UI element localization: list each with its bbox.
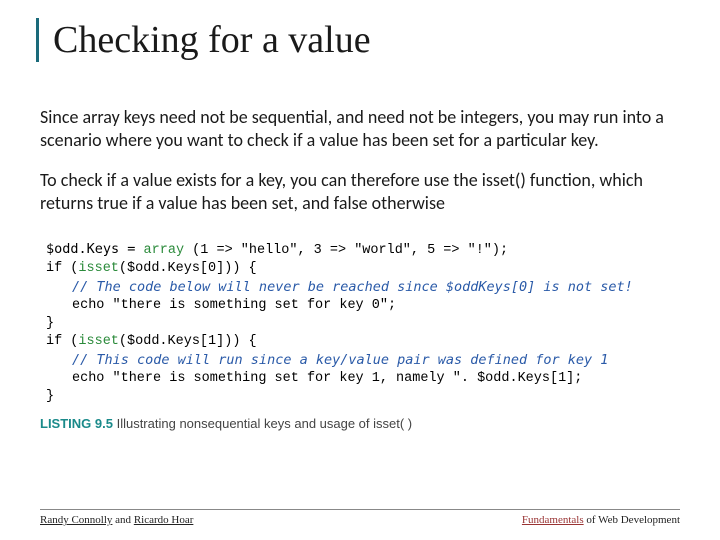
- code-token-keyword: array: [144, 243, 185, 258]
- paragraph-2: To check if a value exists for a key, yo…: [40, 169, 680, 214]
- code-line-5: }: [46, 315, 674, 333]
- code-line-7-comment: // This code will run since a key/value …: [46, 351, 674, 369]
- book-title-b: of Web Development: [584, 514, 680, 526]
- code-line-6: if (isset($odd.Keys[1])) {: [46, 333, 674, 351]
- code-token: $odd.Keys =: [46, 241, 144, 257]
- code-listing: $odd.Keys = array (1 => "hello", 3 => "w…: [40, 232, 680, 410]
- code-token: ($odd.Keys[1])) {: [119, 334, 257, 349]
- code-token: ($odd.Keys[0])) {: [119, 261, 257, 276]
- code-line-9: }: [46, 388, 674, 406]
- code-line-4: echo "there is something set for key 0";: [46, 297, 674, 315]
- author-1: Randy Connolly: [40, 514, 112, 526]
- slide: Checking for a value Since array keys ne…: [0, 0, 720, 540]
- listing-text: Illustrating nonsequential keys and usag…: [113, 416, 412, 431]
- author-2: Ricardo Hoar: [134, 514, 194, 526]
- page-title: Checking for a value: [53, 18, 680, 62]
- code-token-function: isset: [78, 261, 119, 276]
- code-token: if (: [46, 261, 78, 276]
- footer: Randy Connolly and Ricardo Hoar Fundamen…: [40, 509, 680, 526]
- code-line-2: if (isset($odd.Keys[0])) {: [46, 260, 674, 278]
- code-token: if (: [46, 334, 78, 349]
- paragraph-1: Since array keys need not be sequential,…: [40, 106, 680, 151]
- footer-left: Randy Connolly and Ricardo Hoar: [40, 514, 193, 526]
- listing-label: LISTING 9.5: [40, 416, 113, 431]
- listing-caption: LISTING 9.5 Illustrating nonsequential k…: [40, 416, 680, 431]
- code-line-1: $odd.Keys = array (1 => "hello", 3 => "w…: [46, 240, 674, 260]
- footer-right: Fundamentals of Web Development: [522, 514, 680, 526]
- code-line-3-comment: // The code below will never be reached …: [46, 278, 674, 296]
- code-line-8: echo "there is something set for key 1, …: [46, 370, 674, 388]
- code-token: (1 => "hello", 3 => "world", 5 => "!");: [184, 243, 508, 258]
- code-token-function: isset: [78, 334, 119, 349]
- footer-and: and: [112, 514, 133, 526]
- title-rule: Checking for a value: [36, 18, 680, 62]
- book-title-a: Fundamentals: [522, 514, 584, 526]
